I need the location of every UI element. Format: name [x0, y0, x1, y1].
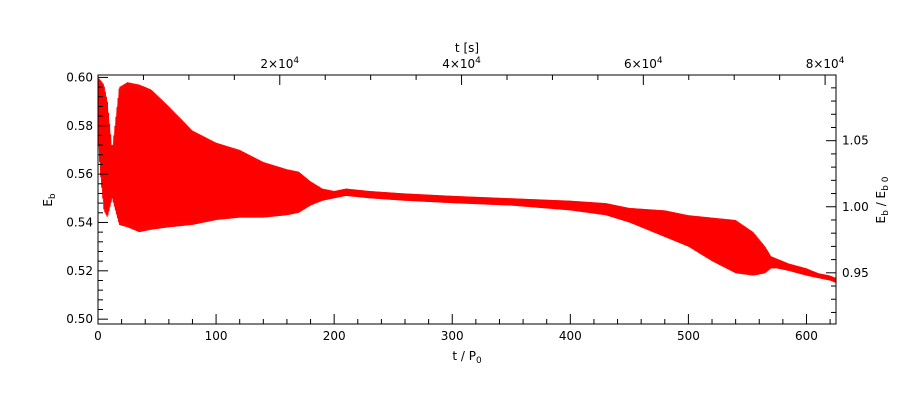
right-axis-ticks: 0.95 1.00 1.05	[826, 87, 869, 313]
bottom-tick-label: 200	[323, 329, 346, 343]
bottom-tick-label: 300	[441, 329, 464, 343]
series-band-0	[98, 77, 836, 283]
left-tick-label: 0.60	[66, 70, 93, 84]
top-axis-ticks: 2×104 4×104 6×104 8×104	[142, 56, 845, 85]
top-tick-label: 8×104	[806, 56, 845, 71]
left-tick-label: 0.56	[66, 167, 93, 181]
top-tick-label: 6×104	[624, 56, 663, 71]
right-tick-label: 0.95	[842, 266, 869, 280]
bottom-tick-label: 400	[559, 329, 582, 343]
left-tick-label: 0.54	[66, 215, 93, 229]
bottom-tick-label: 500	[677, 329, 700, 343]
right-tick-label: 1.00	[842, 200, 869, 214]
left-axis-title: Eb	[41, 193, 58, 207]
left-axis-ticks: 0.50 0.52 0.54 0.56 0.58 0.60	[66, 70, 108, 326]
right-tick-label: 1.05	[842, 134, 869, 148]
plot-frame	[97, 74, 837, 325]
bottom-tick-label: 100	[205, 329, 228, 343]
left-tick-label: 0.58	[66, 119, 93, 133]
bottom-axis-title: t / P0	[452, 349, 482, 366]
top-tick-label: 4×104	[442, 56, 481, 71]
plot-series	[97, 77, 837, 283]
bottom-tick-label: 600	[795, 329, 818, 343]
bottom-tick-label: 0	[94, 329, 102, 343]
bottom-axis-ticks: 0 100 200 300 400 500 600	[94, 314, 831, 343]
left-tick-label: 0.52	[66, 264, 93, 278]
right-axis-title: Eb / Eb 0	[874, 176, 891, 223]
top-tick-label: 2×104	[260, 56, 299, 71]
top-axis-title: t [s]	[455, 41, 479, 55]
left-tick-label: 0.50	[66, 312, 93, 326]
